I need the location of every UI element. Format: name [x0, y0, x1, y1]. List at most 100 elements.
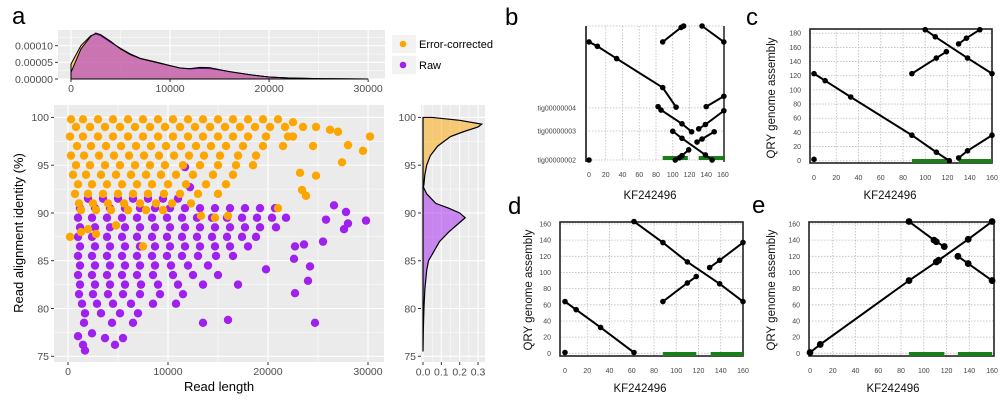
scatter-point-error-corrected — [199, 151, 209, 160]
scatter-point-raw — [237, 232, 247, 242]
scatter-point-error-corrected — [280, 122, 290, 132]
alignment-point — [940, 243, 948, 250]
scatter-point-raw — [203, 261, 213, 270]
scatter-point-raw — [75, 280, 85, 289]
scatter-point-error-corrected — [175, 122, 185, 132]
scatter-point-error-corrected — [265, 122, 275, 132]
plot-frame — [809, 28, 993, 164]
y-tick-label: 100 — [31, 112, 49, 124]
scatter-point-error-corrected — [213, 189, 223, 199]
scatter-point-raw — [162, 213, 172, 222]
scatter-point-raw — [87, 270, 97, 280]
scatter-point-error-corrected — [333, 127, 343, 136]
alignment-point — [943, 48, 950, 55]
x-tick-label: 30000 — [353, 366, 382, 378]
alignment-point — [711, 128, 718, 135]
highlight-bar — [710, 352, 743, 356]
x-tick-label: 0 — [812, 175, 816, 182]
alignment-point — [703, 103, 710, 110]
alignment-point — [964, 260, 972, 267]
y-tick-label: 75 — [37, 351, 49, 363]
scatter-point-error-corrected — [311, 122, 321, 132]
alignment-point — [702, 121, 709, 128]
y-tick-label: 160 — [788, 221, 800, 228]
alignment-point — [679, 135, 685, 142]
y-tick-label: tig00000003 — [537, 129, 576, 136]
scatter-point-raw — [210, 223, 220, 232]
scatter-point-raw — [75, 242, 85, 251]
scatter-point-raw — [153, 280, 163, 289]
scatter-point-error-corrected — [93, 115, 103, 124]
scatter-point-error-corrected — [248, 160, 258, 170]
alignment-segment — [662, 275, 697, 303]
scatter-point-raw — [310, 318, 320, 328]
alignment-segment — [672, 130, 713, 161]
x-tick-label: 100 — [670, 368, 682, 375]
scatter-point-raw — [135, 223, 145, 232]
scatter-point-error-corrected — [108, 115, 118, 124]
scatter-point-raw — [132, 270, 142, 280]
scatter-point-raw — [162, 251, 172, 261]
scatter-point-raw — [128, 318, 138, 328]
scatter-point-raw — [118, 289, 128, 299]
scatter-point-error-corrected — [106, 205, 116, 215]
scatter-point-raw — [207, 232, 217, 242]
scatter-point-error-corrected — [126, 170, 136, 179]
scatter-point-raw — [165, 223, 175, 232]
scatter-point-raw — [183, 261, 193, 270]
scatter-point-error-corrected — [184, 151, 194, 160]
scatter-point-raw — [255, 203, 265, 213]
scatter-point-error-corrected — [186, 199, 196, 208]
scatter-point-raw — [120, 280, 130, 289]
y-tick-label: 20 — [792, 335, 800, 342]
alignment-point — [679, 120, 685, 127]
scatter-point-raw — [74, 289, 84, 299]
x-tick-label: 0.0 — [416, 367, 431, 379]
scatter-point-error-corrected — [325, 125, 335, 135]
highlight-bar — [662, 352, 697, 356]
scatter-point-raw — [225, 242, 235, 251]
scatter-point-raw — [303, 276, 313, 285]
scatter-point-raw — [240, 203, 250, 213]
alignment-segment — [709, 241, 744, 269]
scatter-point-raw — [147, 232, 157, 242]
scatter-point-error-corrected — [298, 122, 308, 132]
scatter-point-raw — [290, 289, 300, 298]
scatter-point-error-corrected — [195, 160, 205, 170]
panel-label-d: d — [508, 193, 521, 220]
x-tick-label: 160 — [737, 368, 749, 375]
alignment-point — [847, 94, 854, 100]
scatter-point-raw — [225, 223, 235, 232]
scatter-point-raw — [73, 251, 83, 261]
highlight-bar — [909, 352, 945, 356]
x-tick-label: 0.1 — [434, 367, 449, 379]
alignment-point — [816, 341, 824, 348]
scatter-point-raw — [102, 251, 112, 261]
scatter-point-raw — [73, 270, 83, 280]
scatter-point-raw — [117, 270, 127, 280]
x-tick-label: 0 — [587, 172, 591, 179]
scatter-point-error-corrected — [288, 132, 298, 141]
b-xlabel: KF242496 — [623, 190, 676, 202]
x-tick-label: 100 — [918, 368, 930, 375]
scatter-point-raw — [271, 223, 281, 232]
x-tick-label: 120 — [684, 172, 696, 179]
y-tick-label: 140 — [539, 238, 551, 245]
legend: Error-corrected Raw — [392, 35, 493, 74]
x-tick-label: 120 — [693, 368, 705, 375]
e-ylabel: QRY genome assembly — [766, 229, 778, 350]
scatter-point-error-corrected — [153, 132, 163, 141]
x-tick-label: 30000 — [354, 83, 383, 95]
scatter-point-error-corrected — [337, 158, 347, 167]
legend-dot-error-corrected — [399, 40, 407, 48]
alignment-point — [963, 35, 970, 42]
alignment-segment — [705, 95, 725, 108]
e-xlabel: KF242496 — [866, 383, 919, 395]
scatter-point-raw — [90, 280, 100, 289]
alignment-point — [905, 218, 913, 225]
scatter-point-error-corrected — [73, 180, 83, 189]
scatter-point-raw — [361, 216, 371, 225]
dotplot-d: 0 20 40 60 80 100 120 140 160 0 20 40 60 80 100 120 140 1… — [539, 218, 749, 375]
scatter-point-raw — [90, 242, 100, 251]
alignment-point — [721, 93, 727, 100]
